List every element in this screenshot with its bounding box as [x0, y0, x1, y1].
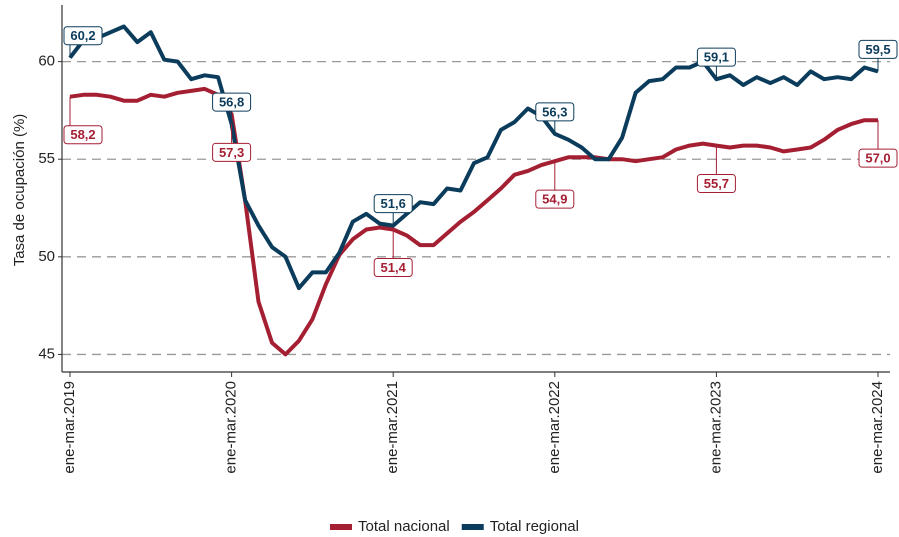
label-box — [212, 142, 252, 162]
series-line — [69, 86, 878, 357]
value-label: 57,3 — [219, 145, 244, 160]
legend-label: Total regional — [490, 518, 579, 535]
label-box — [535, 102, 575, 122]
x-tick-label: ene-mar.2020 — [223, 381, 240, 474]
label-box — [212, 92, 252, 112]
value-label: 51,6 — [381, 196, 406, 211]
x-tick-label: ene-mar.2022 — [546, 381, 563, 474]
y-tick-label: 50 — [38, 248, 55, 265]
value-label: 56,3 — [542, 104, 567, 119]
y-tick-label: 45 — [38, 345, 55, 362]
label-box — [696, 47, 736, 67]
label-box — [696, 174, 736, 194]
value-label: 54,9 — [542, 192, 567, 207]
value-label: 59,1 — [704, 50, 729, 65]
legend-swatch — [461, 524, 484, 530]
value-label: 59,5 — [865, 42, 890, 57]
label-box — [858, 39, 898, 59]
x-tick-label: ene-mar.2019 — [61, 381, 78, 474]
y-tick-label: 55 — [38, 150, 55, 167]
series-line — [68, 24, 879, 291]
value-label: 60,2 — [70, 28, 95, 43]
label-box — [63, 26, 103, 46]
x-tick-label: ene-mar.2023 — [707, 381, 724, 474]
value-label: 57,0 — [865, 151, 890, 166]
x-tick-label: ene-mar.2024 — [869, 381, 886, 474]
legend-label: Total nacional — [358, 518, 450, 535]
legend-swatch — [330, 524, 352, 530]
label-box — [63, 125, 103, 145]
label-box — [535, 189, 575, 209]
x-tick-label: ene-mar.2021 — [384, 381, 401, 474]
label-box — [373, 257, 413, 277]
y-tick-label: 60 — [38, 53, 55, 70]
value-label: 55,7 — [704, 176, 729, 191]
label-box — [858, 148, 898, 168]
label-box — [373, 194, 413, 214]
value-label: 51,4 — [381, 260, 407, 275]
value-label: 58,2 — [70, 127, 95, 142]
y-axis-title: Tasa de ocupación (%) — [11, 114, 28, 267]
value-label: 56,8 — [219, 95, 244, 110]
